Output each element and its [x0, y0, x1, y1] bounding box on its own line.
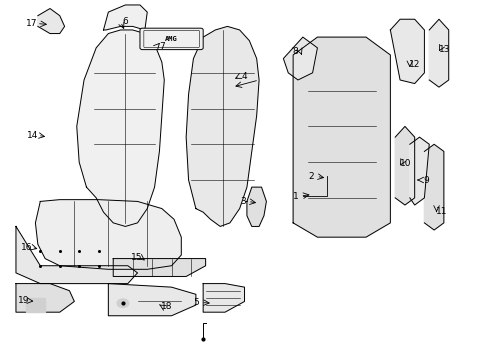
- Polygon shape: [113, 258, 205, 276]
- Polygon shape: [203, 284, 244, 312]
- Text: 5: 5: [193, 298, 199, 307]
- Polygon shape: [103, 5, 147, 30]
- Text: 10: 10: [399, 159, 411, 168]
- Polygon shape: [38, 9, 64, 33]
- Circle shape: [117, 299, 128, 307]
- Polygon shape: [246, 187, 266, 226]
- FancyBboxPatch shape: [140, 28, 203, 50]
- Polygon shape: [186, 26, 259, 226]
- Polygon shape: [77, 30, 164, 226]
- Polygon shape: [16, 226, 137, 284]
- Text: 4: 4: [241, 72, 247, 81]
- Text: AMG: AMG: [165, 36, 178, 42]
- Text: 14: 14: [27, 131, 39, 140]
- Text: 8: 8: [292, 47, 298, 56]
- Text: 17: 17: [26, 19, 38, 28]
- Text: 11: 11: [435, 207, 446, 216]
- Polygon shape: [389, 19, 424, 84]
- Polygon shape: [283, 37, 317, 80]
- Text: 12: 12: [408, 60, 420, 69]
- Polygon shape: [394, 126, 414, 205]
- Text: 2: 2: [308, 172, 314, 181]
- Polygon shape: [292, 37, 389, 237]
- Text: 6: 6: [122, 17, 128, 26]
- Polygon shape: [108, 284, 196, 316]
- Text: 16: 16: [21, 243, 32, 252]
- Text: 7: 7: [159, 41, 164, 50]
- Polygon shape: [424, 144, 443, 230]
- Polygon shape: [428, 19, 448, 87]
- Text: 3: 3: [240, 197, 245, 206]
- Polygon shape: [409, 137, 428, 205]
- Text: 18: 18: [161, 302, 172, 311]
- Polygon shape: [16, 284, 74, 312]
- Text: 15: 15: [131, 253, 142, 262]
- Polygon shape: [35, 200, 181, 269]
- Text: 9: 9: [422, 176, 428, 185]
- Polygon shape: [26, 298, 45, 312]
- Text: 1: 1: [292, 192, 298, 201]
- Text: 13: 13: [438, 45, 449, 54]
- Text: 19: 19: [18, 296, 29, 305]
